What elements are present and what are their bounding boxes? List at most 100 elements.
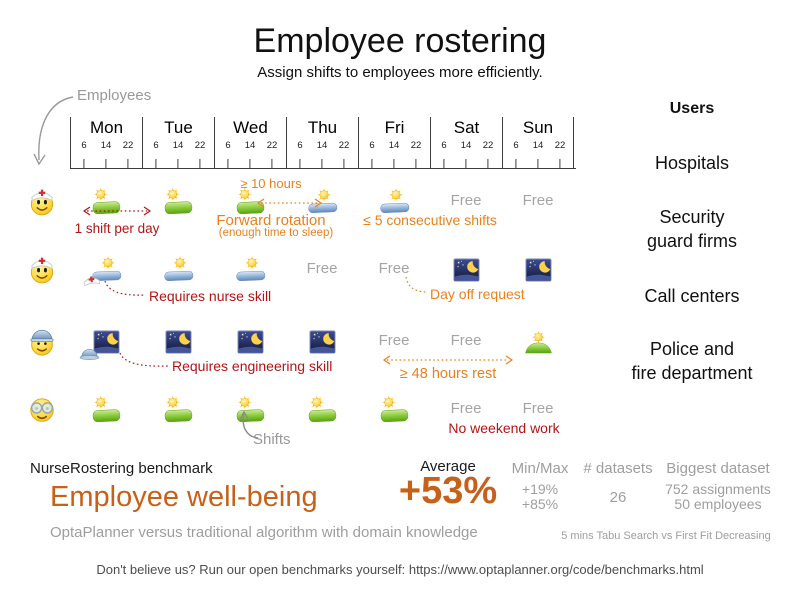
biggest-dataset-label: Biggest dataset bbox=[666, 460, 770, 477]
day-hours: 6 14 22 bbox=[287, 140, 358, 153]
hour-tick bbox=[177, 159, 179, 168]
annotation-consecutive-shifts: ≤ 5 consecutive shifts bbox=[363, 212, 497, 228]
hour-tick bbox=[465, 159, 467, 168]
day-shift-icon bbox=[234, 394, 267, 422]
day-hours: 6 14 22 bbox=[143, 140, 214, 153]
employees-callout-label: Employees bbox=[77, 87, 152, 104]
hour-label: 22 bbox=[122, 140, 134, 151]
users-header: Users bbox=[669, 100, 715, 117]
annotation-forward-rotation-sub: (enough time to sleep) bbox=[218, 227, 334, 239]
annotation-no-weekend-work: No weekend work bbox=[448, 420, 560, 436]
hour-label: 6 bbox=[441, 140, 447, 151]
timeline-day-mon: Mon 6 14 22 bbox=[70, 117, 142, 168]
free-cell: Free bbox=[286, 254, 358, 282]
day-label: Fri bbox=[384, 118, 405, 137]
engineering-skill-connector bbox=[119, 352, 169, 367]
day-shift-icon bbox=[90, 394, 123, 422]
minmax-label: Min/Max bbox=[511, 460, 569, 477]
free-label: Free bbox=[450, 332, 482, 349]
timeline-day-sat: Sat 6 14 22 bbox=[430, 117, 502, 168]
day-shift-cell bbox=[358, 394, 430, 422]
free-label: Free bbox=[378, 260, 410, 277]
footer-benchmarks-url: Don't believe us? Run our open benchmark… bbox=[96, 562, 704, 577]
late-shift-cell bbox=[142, 254, 214, 282]
day-shift-cell bbox=[286, 394, 358, 422]
free-label: Free bbox=[450, 192, 482, 209]
hour-tick bbox=[227, 159, 229, 168]
hour-label: 6 bbox=[297, 140, 303, 151]
annotation-requires-nurse-skill: Requires nurse skill bbox=[149, 288, 272, 304]
day-shift-cell bbox=[70, 186, 142, 214]
hour-label: 14 bbox=[532, 140, 544, 151]
hour-tick bbox=[271, 159, 273, 168]
average-label: Average bbox=[420, 458, 476, 475]
hour-label: 22 bbox=[554, 140, 566, 151]
hour-tick bbox=[199, 159, 201, 168]
day-shift-icon bbox=[162, 394, 195, 422]
day-label: Tue bbox=[164, 118, 193, 137]
roster-row: Free Free bbox=[0, 184, 800, 214]
roster-row: Free Free bbox=[0, 252, 800, 282]
benchmark-note: 5 mins Tabu Search vs First Fit Decreasi… bbox=[561, 530, 771, 542]
day-shift-cell bbox=[70, 394, 142, 422]
hour-tick bbox=[321, 159, 323, 168]
night-shift-cell bbox=[502, 254, 574, 282]
timeline-day-sun: Sun 6 14 22 bbox=[502, 117, 574, 168]
nurse-skill-connector bbox=[104, 280, 146, 296]
benchmark-name: NurseRostering benchmark bbox=[30, 460, 213, 477]
nurse-emoji-icon bbox=[27, 254, 57, 284]
hour-tick bbox=[515, 159, 517, 168]
hour-tick bbox=[127, 159, 129, 168]
timeline-day-wed: Wed 6 14 22 bbox=[214, 117, 286, 168]
hour-tick bbox=[537, 159, 539, 168]
annotation-one-shift-per-day: 1 shift per day bbox=[74, 221, 160, 236]
timeline-day-tue: Tue 6 14 22 bbox=[142, 117, 214, 168]
free-cell: Free bbox=[358, 326, 430, 354]
annotation-ten-hours: ≥ 10 hours bbox=[240, 176, 302, 191]
hour-tick bbox=[415, 159, 417, 168]
engineer-emoji-icon bbox=[27, 326, 57, 356]
minmax-values: +19% +85% bbox=[521, 481, 559, 512]
roster-row: Free Free bbox=[0, 392, 800, 422]
late-shift-cell bbox=[70, 254, 142, 282]
hour-tick bbox=[343, 159, 345, 168]
employees-arrow bbox=[33, 96, 74, 166]
night-shift-cell bbox=[286, 326, 358, 354]
page-subtitle: Assign shifts to employees more efficien… bbox=[257, 64, 543, 81]
hour-tick bbox=[371, 159, 373, 168]
free-label: Free bbox=[522, 192, 554, 209]
night-shift-icon bbox=[309, 330, 336, 354]
hour-tick bbox=[155, 159, 157, 168]
sunrise-shift-icon bbox=[523, 329, 554, 354]
free-label: Free bbox=[522, 400, 554, 417]
day-hours: 6 14 22 bbox=[71, 140, 142, 153]
day-shift-icon bbox=[162, 186, 195, 214]
free-cell: Free bbox=[502, 394, 574, 422]
free-cell: Free bbox=[358, 254, 430, 282]
hour-label: 6 bbox=[225, 140, 231, 151]
night-shift-cell bbox=[142, 326, 214, 354]
datasets-value: 26 bbox=[609, 489, 627, 506]
day-hours: 6 14 22 bbox=[503, 140, 573, 153]
hour-label: 14 bbox=[316, 140, 328, 151]
day-hours: 6 14 22 bbox=[215, 140, 286, 153]
late-shift-cell bbox=[358, 186, 430, 214]
day-shift-cell bbox=[214, 394, 286, 422]
day-label: Sat bbox=[453, 118, 480, 137]
hour-tick bbox=[299, 159, 301, 168]
hour-tick bbox=[105, 159, 107, 168]
timeline-day-fri: Fri 6 14 22 bbox=[358, 117, 430, 168]
night-shift-icon bbox=[237, 330, 264, 354]
roster-row: Free Free bbox=[0, 324, 800, 354]
late-shift-icon bbox=[234, 254, 267, 282]
hour-label: 22 bbox=[266, 140, 278, 151]
user-item-call-centers: Call centers bbox=[644, 286, 740, 306]
benchmark-headline: Employee well-being bbox=[50, 481, 318, 513]
day-hours: 6 14 22 bbox=[359, 140, 430, 153]
hour-tick bbox=[393, 159, 395, 168]
day-shift-icon bbox=[90, 186, 123, 214]
biggest-dataset-values: 752 assignments 50 employees bbox=[665, 481, 771, 512]
benchmark-comparison: OptaPlanner versus traditional algorithm… bbox=[50, 524, 478, 541]
day-label: Sun bbox=[522, 118, 554, 137]
